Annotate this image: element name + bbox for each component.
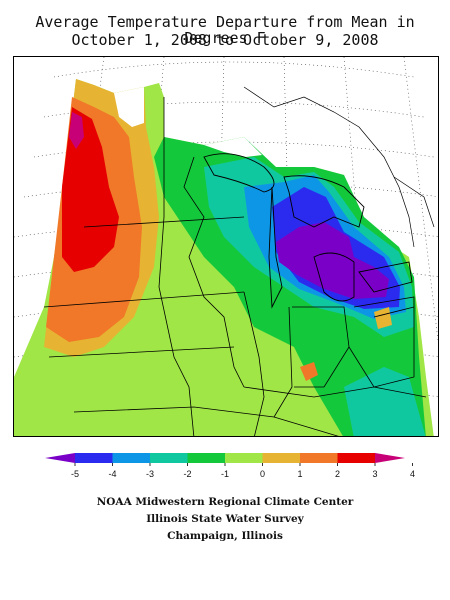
legend-tick-label: -5 bbox=[71, 469, 79, 479]
credit-location: Champaign, Illinois bbox=[167, 530, 283, 542]
legend-tick-label: -1 bbox=[221, 469, 229, 479]
great-lakes bbox=[203, 153, 415, 318]
legend-segment-high bbox=[375, 453, 405, 463]
legend-segment bbox=[262, 453, 300, 463]
legend-segment bbox=[75, 453, 113, 463]
legend-segment bbox=[112, 453, 150, 463]
state-boundaries bbox=[43, 97, 427, 436]
legend-segment-low bbox=[45, 453, 75, 463]
map-title: Average Temperature Departure from Mean … bbox=[35, 13, 415, 47]
legend-tick-label: 4 bbox=[410, 469, 415, 479]
legend-tick-label: 2 bbox=[335, 469, 340, 479]
no-data-north bbox=[114, 87, 144, 127]
legend-tick-label: 1 bbox=[297, 469, 302, 479]
zone-neg5-to-neg4 bbox=[276, 222, 389, 299]
legend-bar bbox=[45, 453, 405, 463]
legend-tick-label: -3 bbox=[146, 469, 154, 479]
legend-segment bbox=[150, 453, 188, 463]
temperature-field bbox=[14, 79, 434, 436]
credit-organization: NOAA Midwestern Regional Climate Center bbox=[96, 496, 354, 508]
legend-tick-label: -4 bbox=[108, 469, 116, 479]
zone-above-4 bbox=[69, 112, 84, 149]
legend-segment bbox=[187, 453, 225, 463]
temperature-departure-map bbox=[14, 57, 438, 436]
legend-tick-label: 3 bbox=[372, 469, 377, 479]
no-data-lake-superior bbox=[204, 137, 262, 157]
legend-segment bbox=[337, 453, 375, 463]
color-legend: -5 -4 -3 -2 -1 0 1 2 3 4 bbox=[45, 453, 415, 479]
credit-agency: Illinois State Water Survey bbox=[146, 513, 304, 525]
map-subtitle: October 1, 2008 to October 9, 2008 bbox=[71, 31, 379, 49]
zone-1-patch-east bbox=[374, 307, 392, 329]
zone-2-patch-south bbox=[300, 362, 318, 381]
zone-neg2-se bbox=[344, 367, 426, 436]
legend-segment bbox=[300, 453, 338, 463]
legend-segment bbox=[225, 453, 263, 463]
canada-outline bbox=[243, 86, 435, 248]
legend-tick-label: 0 bbox=[260, 469, 265, 479]
map-panel bbox=[13, 56, 439, 437]
legend-ticks: -5 -4 -3 -2 -1 0 1 2 3 4 bbox=[71, 463, 415, 479]
legend-tick-label: -2 bbox=[183, 469, 191, 479]
